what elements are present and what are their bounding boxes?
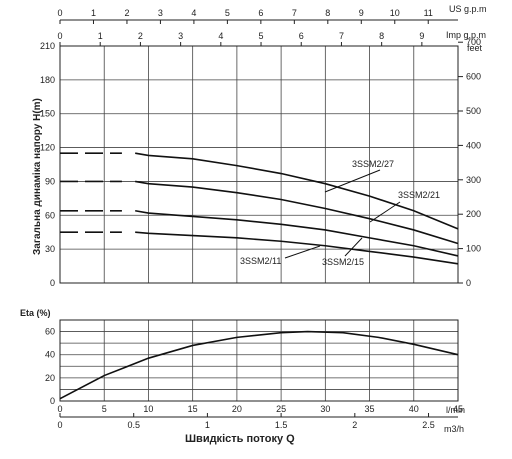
head-curve [135,152,459,230]
feet-unit: feet [467,43,483,53]
m3h-tick-label: 0 [57,420,62,430]
us-gpm-tick-label: 6 [258,8,263,18]
imp-gpm-tick-label: 2 [138,31,143,41]
eff-chart-frame [59,319,459,402]
head-y-tick-label: 90 [45,176,55,186]
series-label: 3SSM2/21 [398,190,440,200]
feet-tick-label: 300 [466,175,481,185]
imp-gpm-unit: Imp g.p.m [446,30,486,40]
feet-tick-label: 400 [466,140,481,150]
feet-tick-label: 600 [466,72,481,82]
eta-y-axis-label: Eta (%) [20,308,51,318]
eta-y-tick-label: 40 [45,350,55,360]
us-gpm-tick-label: 5 [225,8,230,18]
series-leader-line [284,245,321,259]
feet-tick-label: 200 [466,209,481,219]
series-label: 3SSM2/11 [240,256,281,266]
m3h-tick-label: 1.5 [275,420,288,430]
lmin-tick-label: 30 [320,404,330,414]
imp-gpm-tick-label: 6 [299,31,304,41]
lmin-tick-label: 10 [143,404,153,414]
us-gpm-tick-label: 3 [158,8,163,18]
series-leader-line [369,201,401,223]
imp-gpm-tick-label: 0 [57,31,62,41]
us-gpm-tick-label: 11 [424,8,433,18]
m3h-tick-label: 1 [205,420,210,430]
head-y-tick-label: 60 [45,210,55,220]
us-gpm-tick-label: 4 [191,8,196,18]
m3h-tick-label: 2 [352,420,357,430]
us-gpm-tick-label: 9 [359,8,364,18]
feet-tick-label: 100 [466,244,481,254]
lmin-tick-label: 40 [409,404,419,414]
head-y-tick-label: 210 [40,41,55,51]
series-leader-line [324,169,381,193]
us-gpm-unit: US g.p.m [449,4,487,14]
us-gpm-tick-label: 0 [57,8,62,18]
us-gpm-tick-label: 1 [91,8,96,18]
head-y-tick-label: 180 [40,75,55,85]
efficiency-curve [59,330,459,400]
m3h-tick-label: 2.5 [422,420,435,430]
axis-ticks: 0306090120150180210010020030040050060070… [40,8,481,430]
series-leader-line [344,237,363,257]
eta-y-tick-label: 20 [45,373,55,383]
eta-y-tick-label: 0 [50,396,55,406]
us-gpm-tick-label: 10 [390,8,400,18]
head-curve [135,209,459,257]
feet-tick-label: 700 [466,37,481,47]
imp-gpm-tick-label: 4 [218,31,223,41]
lmin-tick-label: 20 [232,404,242,414]
imp-gpm-tick-label: 7 [339,31,344,41]
head-y-axis-label: Загальна динаміка напору H(m) [32,98,43,255]
us-gpm-tick-label: 2 [124,8,129,18]
head-y-tick-label: 150 [40,109,55,119]
head-y-tick-label: 0 [50,278,55,288]
efficiency-chart-grid [59,319,459,402]
chart-labels: 3SSM2/27 3SSM2/21 3SSM2/15 3SSM2/11 [240,159,440,267]
eta-y-tick-label: 60 [45,327,55,337]
series-label: 3SSM2/15 [322,257,364,267]
feet-tick-label: 0 [466,278,471,288]
chart-curves [59,152,459,400]
imp-gpm-tick-label: 8 [379,31,384,41]
imp-gpm-tick-label: 9 [419,31,424,41]
head-chart-grid [59,45,459,284]
lmin-tick-label: 35 [365,404,375,414]
lmin-tick-label: 5 [102,404,107,414]
lmin-tick-label: 0 [57,404,62,414]
lmin-tick-label: 25 [276,404,286,414]
m3h-unit: m3/h [444,424,464,434]
imp-gpm-tick-label: 1 [98,31,103,41]
head-chart-frame [59,45,459,284]
imp-gpm-tick-label: 3 [178,31,183,41]
lmin-tick-label: 15 [188,404,198,414]
us-gpm-tick-label: 8 [325,8,330,18]
feet-tick-label: 500 [466,106,481,116]
lmin-unit: l/min [446,405,465,415]
head-curve [135,180,459,245]
imp-gpm-tick-label: 5 [259,31,264,41]
head-curve [135,231,459,265]
series-label: 3SSM2/27 [352,159,394,169]
head-y-tick-label: 30 [45,244,55,254]
head-y-tick-label: 120 [40,143,55,153]
lmin-tick-label: 45 [453,404,463,414]
m3h-tick-label: 0.5 [127,420,140,430]
us-gpm-tick-label: 7 [292,8,297,18]
x-axis-label: Швидкість потоку Q [185,433,295,445]
